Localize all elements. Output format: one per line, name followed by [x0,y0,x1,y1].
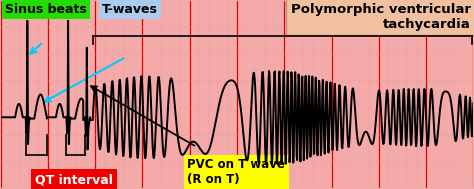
Text: Sinus beats: Sinus beats [5,3,87,15]
Text: PVC on T wave
(R on T): PVC on T wave (R on T) [187,158,285,186]
Text: T-waves: T-waves [102,3,158,15]
Text: QT interval: QT interval [35,174,113,186]
Text: Polymorphic ventricular
tachycardia: Polymorphic ventricular tachycardia [291,3,471,31]
